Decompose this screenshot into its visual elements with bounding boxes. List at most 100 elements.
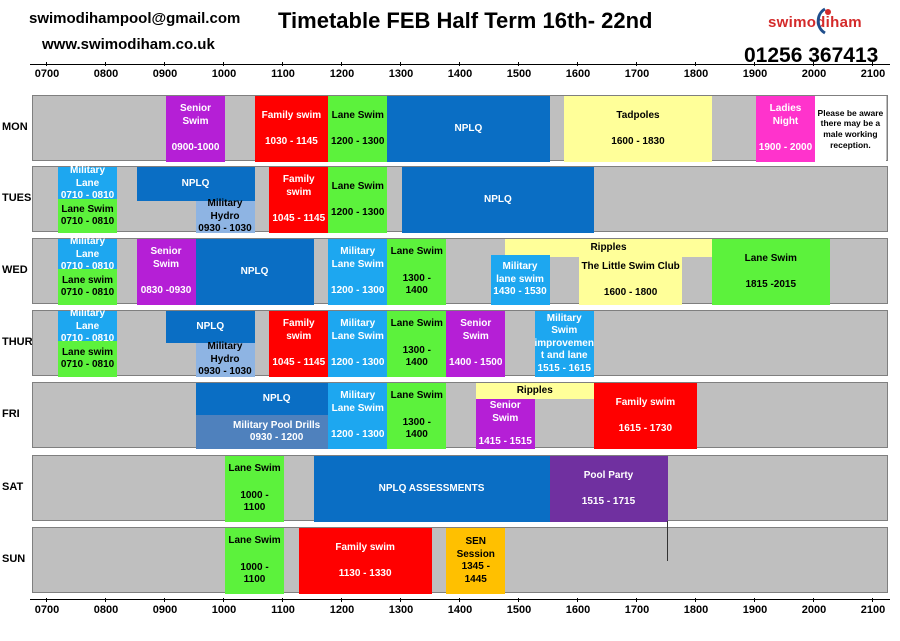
block-text: 1445 [464,573,487,585]
block-text: 0710 - 0810 [60,333,115,345]
lane-swim-block: Lane Swim 1000 -1100 [225,456,284,522]
block-text: Lane Swim [390,390,443,402]
time-tick: 0700 [30,62,64,80]
time-tick: 0800 [89,598,123,616]
block-text: 1100 [243,574,266,586]
block-text: Lane Swim [331,180,384,192]
day-row-sun: Lane Swim 1000 -1100 Family swim 1130 - 133… [32,527,888,594]
block-text: male working [823,129,878,139]
block-text: 1815 -2015 [745,279,797,290]
block-text: 1045 - 1145 [272,357,326,369]
time-tick: 2000 [797,62,831,80]
block-text: 0930 - 1030 [198,366,252,378]
time-tick: 1300 [384,598,418,616]
block-text: 0930 - 1030 [198,223,252,235]
day-row-fri: NPLQ Military Pool Drills 0930 - 1200 Milit… [32,382,888,449]
block-text: Please be aware [817,107,884,118]
block-text: 1400 [405,357,428,369]
block-text: Lane Swim [61,203,114,215]
block-text: 1200 - 1300 [331,357,385,369]
block-text: Ladies [769,103,802,115]
block-text: NPLQ [483,193,512,205]
lane-swim-block: Lane Swim 1200 - 1300 [328,96,388,162]
block-text: SEN [465,536,487,547]
senior-swim-block: Senior Swim 1415 - 1515 [475,399,535,449]
block-text: Military [546,312,582,324]
block-text: 0930 - 1200 [249,432,304,443]
block-text: Lane swim [61,274,114,286]
lane-swim-block: Lane Swim 1300 -1400 [387,383,447,449]
military-lane-swim-block: Military Lane Swim 1200 - 1300 [328,383,388,449]
block-text: Lane Swim [331,402,384,414]
military-lane-block: Military Lane 0710 - 0810 [58,236,118,273]
time-tick: 2000 [797,598,831,616]
block-text: Night [772,115,799,127]
block-text: NPLQ [262,392,291,404]
time-tick: 0800 [89,62,123,80]
family-swim-block: Family swim 1030 - 1145 [254,96,329,162]
block-text: 1300 - [402,416,431,428]
block-text: Family swim [335,541,395,553]
ripples-block: Ripples [475,383,594,399]
block-text: 1130 - 1330 [338,568,392,579]
nplq-morning-block: NPLQ [136,167,255,201]
lane-swim-early-block: Lane swim 0710 - 0810 [58,341,118,377]
nplq-afternoon-block: NPLQ [402,167,594,233]
time-tick: 1900 [738,62,772,80]
block-text: Military Lane [70,308,106,332]
block-text: 1045 - 1145 [272,213,326,225]
divider-line [666,521,668,561]
military-lane-block: Military Lane 0710 - 0810 [58,165,118,202]
block-text: Lane Swim [744,252,797,264]
block-text: Tadpoles [616,109,660,121]
block-text: 1000 - [240,489,269,501]
block-text: 0710 - 0810 [60,190,115,202]
nplq-block: NPLQ [387,96,550,162]
nplq-block: NPLQ [195,239,314,305]
day-row-wed: Military Lane 0710 - 0810 Lane swim 0710 - … [32,236,888,305]
block-text: 1900 - 2000 [758,142,813,154]
header-website[interactable]: www.swimodiham.co.uk [42,36,215,53]
nplq-assessments-block: NPLQ ASSESSMENTS [313,456,550,522]
day-label-sun: SUN [2,553,26,565]
senior-swim-block: Senior Swim 1400 - 1500 [446,311,506,377]
block-text: Pool Party [583,469,634,481]
day-label-thur: THUR [2,336,33,348]
block-text: Military Hydro [207,198,243,222]
pool-party-block: Pool Party 1515 - 1715 [549,456,668,522]
time-tick: 2100 [856,62,890,80]
family-swim-block: Family swim 1045 - 1145 [269,311,329,377]
block-text: 1200 - 1300 [331,429,385,441]
senior-swim-block: Senior Swim 0900-1000 [166,96,225,162]
block-text: 1200 - 1300 [331,136,385,147]
lane-swim-early-block: Lane swim 0710 - 0810 [58,269,118,305]
time-tick: 1700 [620,598,654,616]
nplq-block: NPLQ [166,311,255,343]
lane-swim-block: Lane Swim 1200 - 1300 [328,167,388,233]
time-tick: 1400 [443,598,477,616]
header-email: swimodihampool@gmail.com [29,10,241,27]
time-tick: 1000 [207,598,241,616]
block-text: 1400 [405,285,428,297]
day-row-thur: Military Lane 0710 - 0810 Lane swim 0710 - … [32,308,888,378]
block-text: 0710 - 0810 [60,261,115,273]
time-tick: 0900 [148,62,182,80]
time-tick: 1700 [620,62,654,80]
military-swim-improvement-block: Military Swim improvemen t and lane 1515 - 1… [535,311,594,377]
lane-swim-block: Lane Swim 1300 -1400 [387,311,447,377]
time-tick: 1900 [738,598,772,616]
time-tick: 1200 [325,598,359,616]
day-row-tues: Military Lane 0710 - 0810 Lane Swim 0710 - … [32,165,888,234]
time-tick: 1500 [502,62,536,80]
lane-swim-block: Lane Swim 1000 -1100 [225,528,284,594]
time-axis-top: 0700 0800 0900 1000 1100 1200 1300 1400 1500 1600… [0,62,900,84]
block-text: Military Lane [70,165,106,189]
block-text: The Little Swim Club [581,260,680,272]
block-text: Military Pool Drills [233,419,321,431]
block-text: NPLQ [240,265,269,277]
block-text: 1430 - 1530 [493,286,547,298]
block-text: NPLQ ASSESSMENTS [378,482,485,494]
time-tick: 1600 [561,62,595,80]
block-text: Military Lane [70,236,106,260]
block-text: Lane Swim [331,109,384,121]
